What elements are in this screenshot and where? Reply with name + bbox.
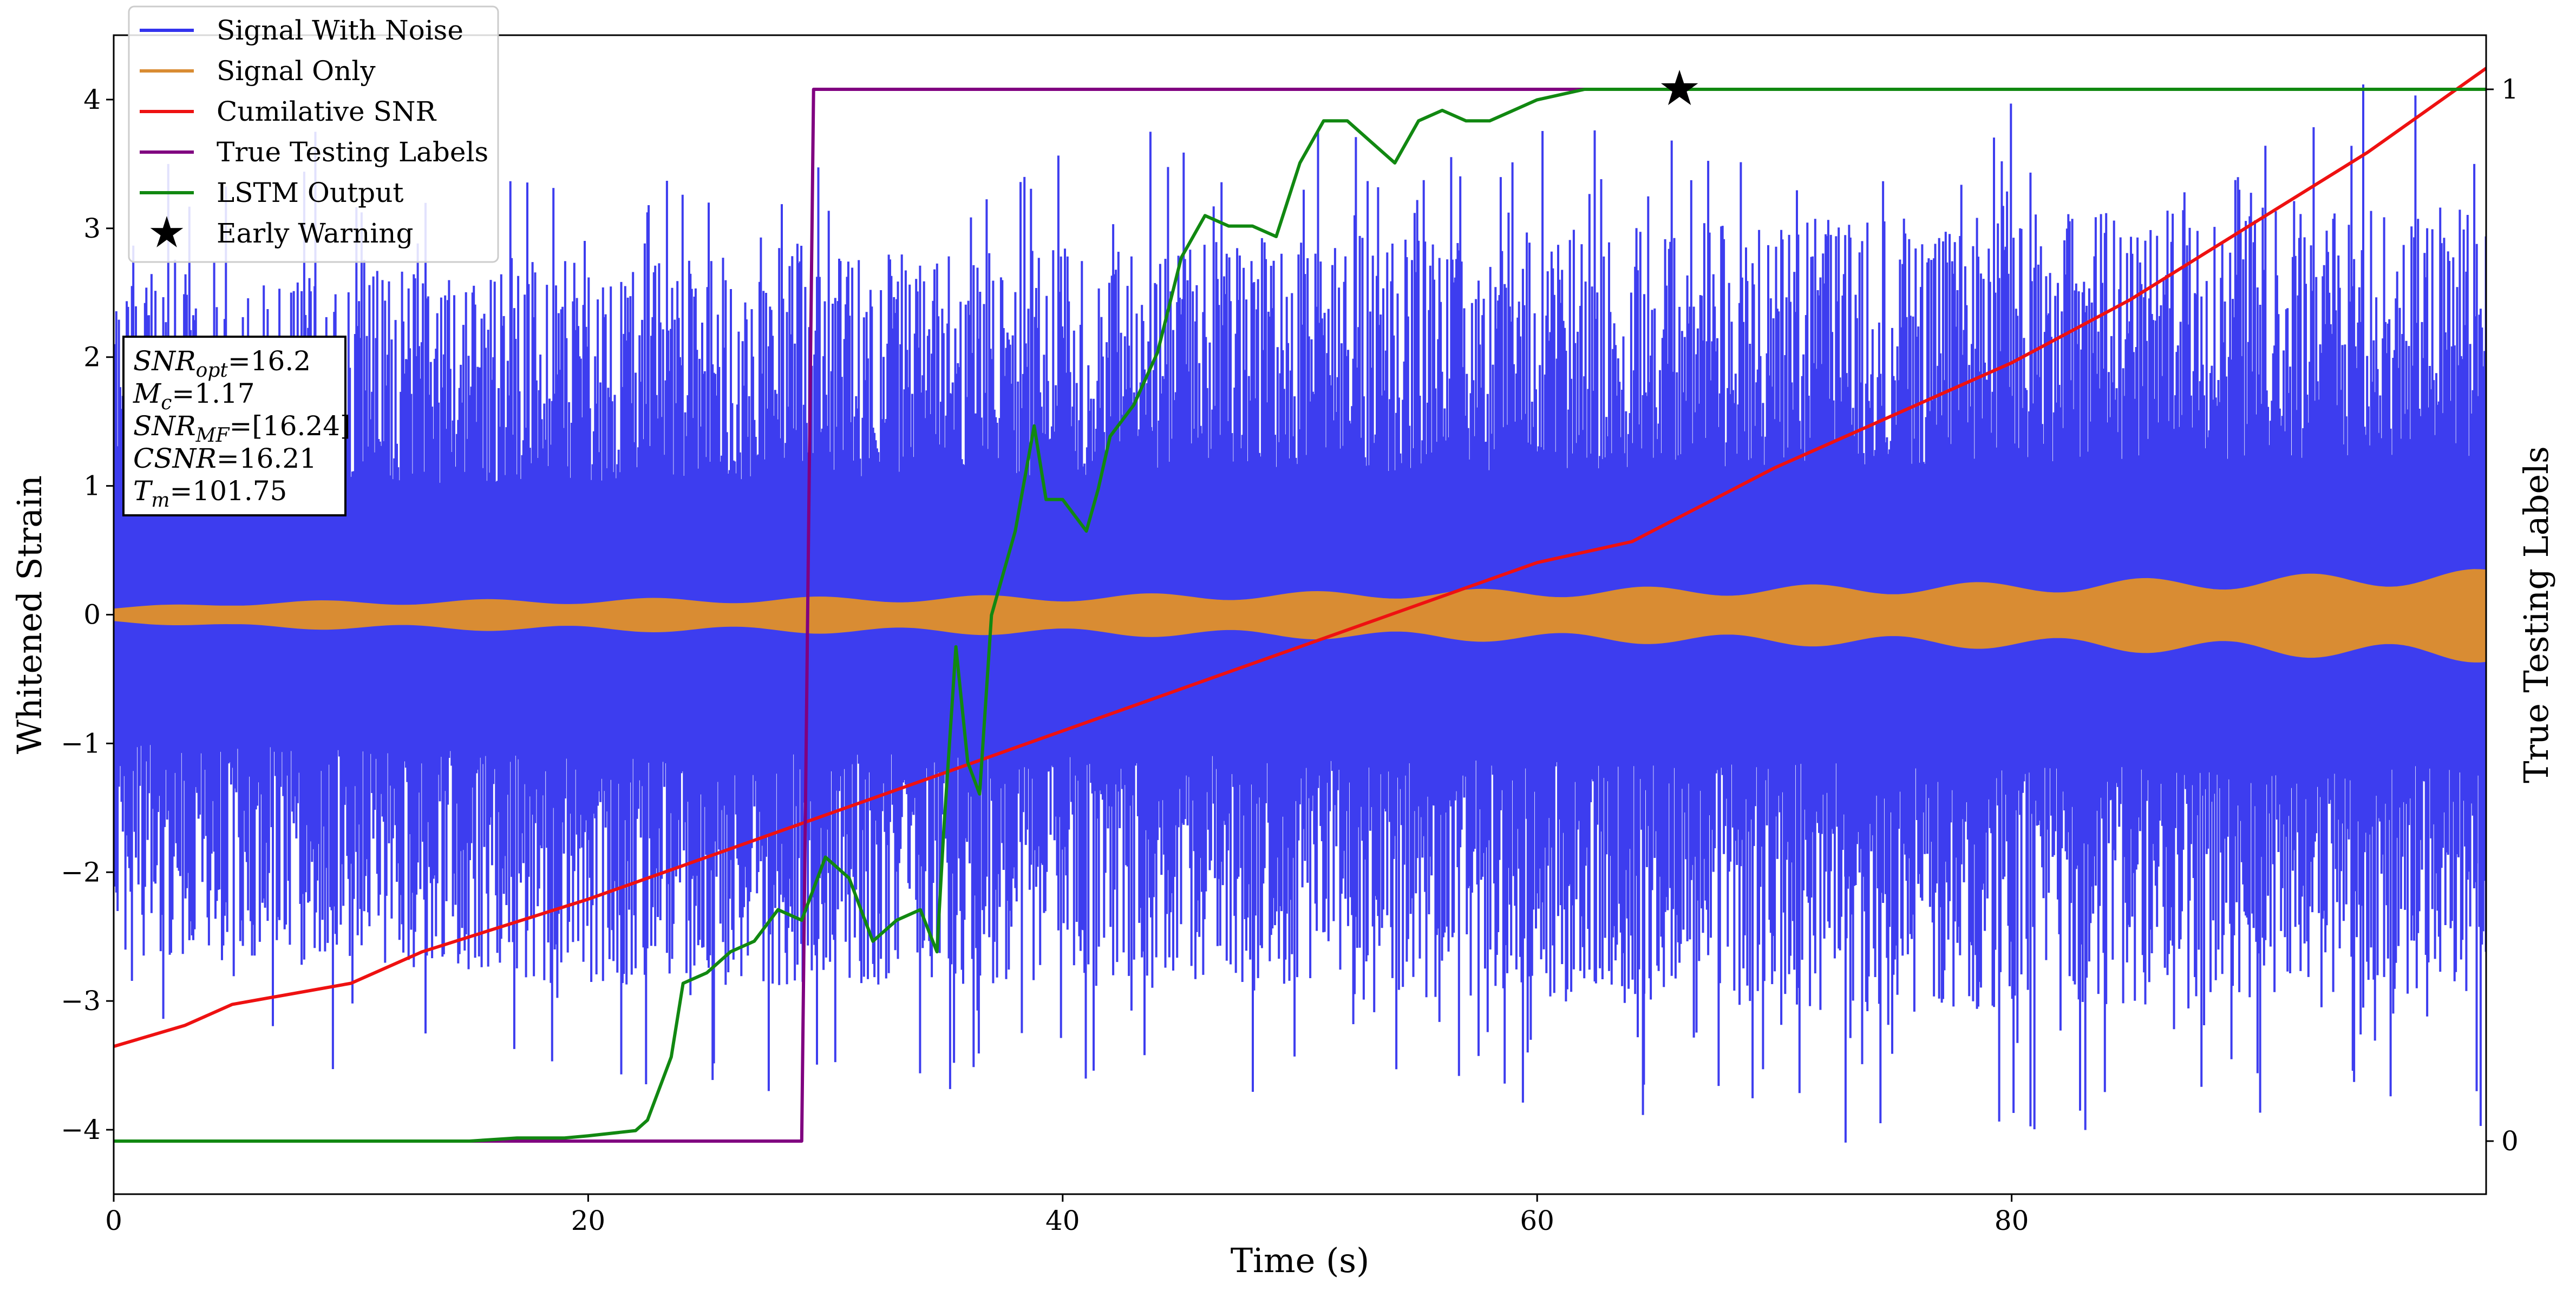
legend-label-early-warning: Early Warning: [217, 218, 414, 249]
legend-label-true-testing-labels: True Testing Labels: [217, 136, 488, 168]
legend-frame: [128, 5, 499, 263]
y-tick-label: −1: [61, 728, 101, 759]
legend: Signal With Noise Signal Only Cumilative S…: [128, 5, 499, 263]
x-axis-label: Time (s): [1231, 1241, 1370, 1280]
lstm-output-line: [114, 88, 2486, 1143]
y-tick-label: 3: [83, 213, 101, 244]
legend-label-cumilative-snr: Cumilative SNR: [217, 96, 436, 127]
y-tick-label: −2: [61, 856, 101, 888]
legend-label-signal-only: Signal Only: [217, 55, 376, 87]
legend-label-lstm-output: LSTM Output: [217, 177, 403, 208]
legend-star-icon: [150, 216, 184, 247]
y2-tick-label: 0: [2501, 1125, 2519, 1157]
annotation-frame: [122, 336, 346, 516]
y2-tick-label: 1: [2501, 74, 2519, 105]
y-tick-label: −3: [61, 985, 101, 1017]
y-tick-label: 0: [83, 599, 101, 631]
y-axis-label: Whitened Strain: [10, 475, 49, 754]
y-tick-label: −4: [61, 1114, 101, 1145]
parameter-annotation-box: SNRopt=16.2Mc=1.17SNRMF=[16.24]CSNR=16.2…: [122, 336, 351, 516]
y-tick-label: 1: [83, 470, 101, 502]
x-tick-label: 60: [1520, 1205, 1554, 1236]
x-tick-label: 0: [105, 1205, 122, 1236]
annotation-line: SNRopt=16.2: [133, 345, 311, 382]
x-tick-label: 40: [1045, 1205, 1080, 1236]
annotation-line: SNRMF=[16.24]: [133, 410, 351, 447]
annotation-line: Mc=1.17: [133, 378, 255, 414]
signal-only-band: [114, 569, 2486, 663]
annotation-line: Tm=101.75: [133, 475, 287, 512]
signal-only-series: [114, 569, 2486, 663]
x-tick-label: 20: [571, 1205, 606, 1236]
y-tick-label: 4: [83, 84, 101, 115]
x-tick-label: 80: [1995, 1205, 2029, 1236]
cumulative-snr-line: [114, 67, 2486, 1048]
y-tick-label: 2: [83, 342, 101, 373]
legend-label-signal-with-noise: Signal With Noise: [217, 15, 463, 46]
line-series-group: [114, 67, 2486, 1143]
early-warning-star-icon: [1660, 70, 1698, 106]
y2-axis-label: True Testing Labels: [2516, 446, 2556, 783]
early-warning-series: [1660, 70, 1698, 106]
annotation-line: CSNR=16.21: [133, 443, 317, 474]
